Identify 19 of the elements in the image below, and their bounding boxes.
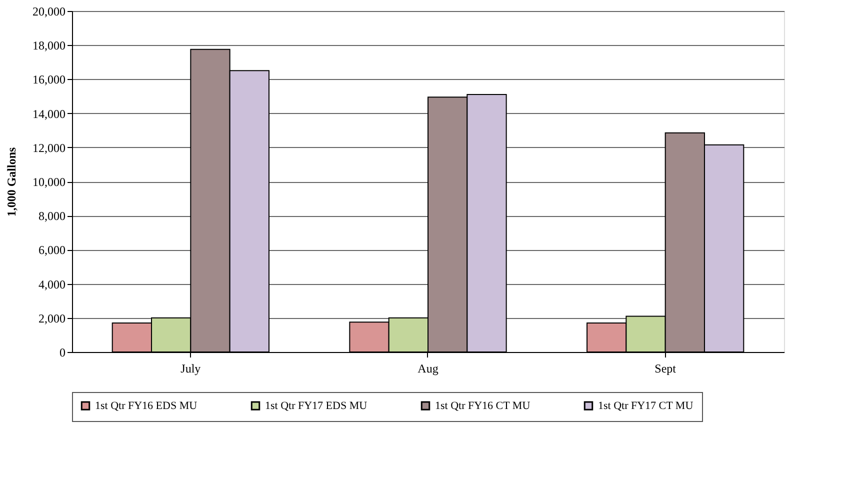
y-tick-label: 0 <box>60 346 66 360</box>
y-tick-label: 20,000 <box>32 4 66 18</box>
legend-label: 1st Qtr FY17 CT MU <box>598 400 694 412</box>
y-tick-label: 12,000 <box>32 140 66 155</box>
x-tick-label: Sept <box>654 362 677 376</box>
y-tick-label: 6,000 <box>38 243 66 258</box>
y-tick-label: 4,000 <box>38 277 66 292</box>
y-axis-title: 1,000 Gallons <box>4 147 18 217</box>
legend-label: 1st Qtr FY16 CT MU <box>435 400 530 412</box>
y-tick-label: 2,000 <box>38 311 66 326</box>
y-tick-label: 18,000 <box>32 38 66 53</box>
legend-label: 1st Qtr FY16 EDS MU <box>95 400 198 412</box>
y-tick-label: 16,000 <box>32 72 66 87</box>
y-tick-label: 8,000 <box>38 209 66 224</box>
legend-label: 1st Qtr FY17 EDS MU <box>265 400 368 412</box>
x-tick-label: July <box>180 362 201 376</box>
x-tick-label: Aug <box>418 362 438 376</box>
y-tick-label: 10,000 <box>32 175 66 189</box>
y-tick-label: 14,000 <box>32 106 66 121</box>
